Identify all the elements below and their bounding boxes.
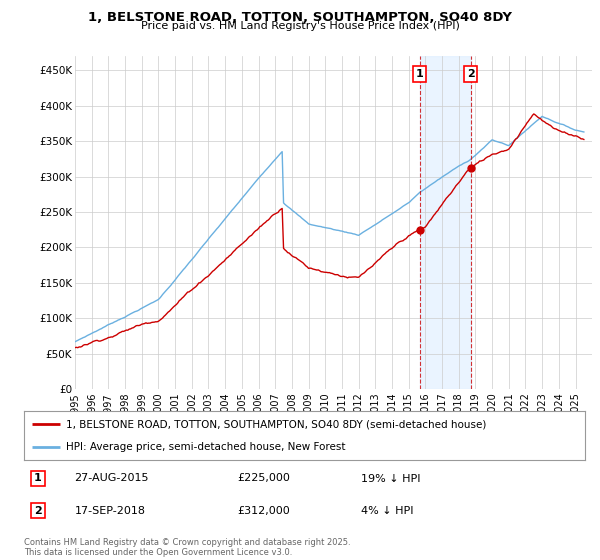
Text: HPI: Average price, semi-detached house, New Forest: HPI: Average price, semi-detached house,… [66,442,346,452]
Text: £225,000: £225,000 [237,474,290,483]
Text: 17-SEP-2018: 17-SEP-2018 [74,506,145,516]
Text: 2: 2 [467,69,475,79]
Text: This data is licensed under the Open Government Licence v3.0.: This data is licensed under the Open Gov… [24,548,292,557]
Text: 19% ↓ HPI: 19% ↓ HPI [361,474,420,483]
Text: 1, BELSTONE ROAD, TOTTON, SOUTHAMPTON, SO40 8DY (semi-detached house): 1, BELSTONE ROAD, TOTTON, SOUTHAMPTON, S… [66,419,487,430]
Text: 4% ↓ HPI: 4% ↓ HPI [361,506,413,516]
Text: 27-AUG-2015: 27-AUG-2015 [74,474,149,483]
Text: 1, BELSTONE ROAD, TOTTON, SOUTHAMPTON, SO40 8DY: 1, BELSTONE ROAD, TOTTON, SOUTHAMPTON, S… [88,11,512,24]
Bar [419,56,470,389]
Text: 1: 1 [34,474,42,483]
Text: 2: 2 [34,506,42,516]
Text: Price paid vs. HM Land Registry's House Price Index (HPI): Price paid vs. HM Land Registry's House … [140,21,460,31]
Text: Contains HM Land Registry data © Crown copyright and database right 2025.: Contains HM Land Registry data © Crown c… [24,538,350,547]
Text: £312,000: £312,000 [237,506,290,516]
Text: 1: 1 [416,69,424,79]
